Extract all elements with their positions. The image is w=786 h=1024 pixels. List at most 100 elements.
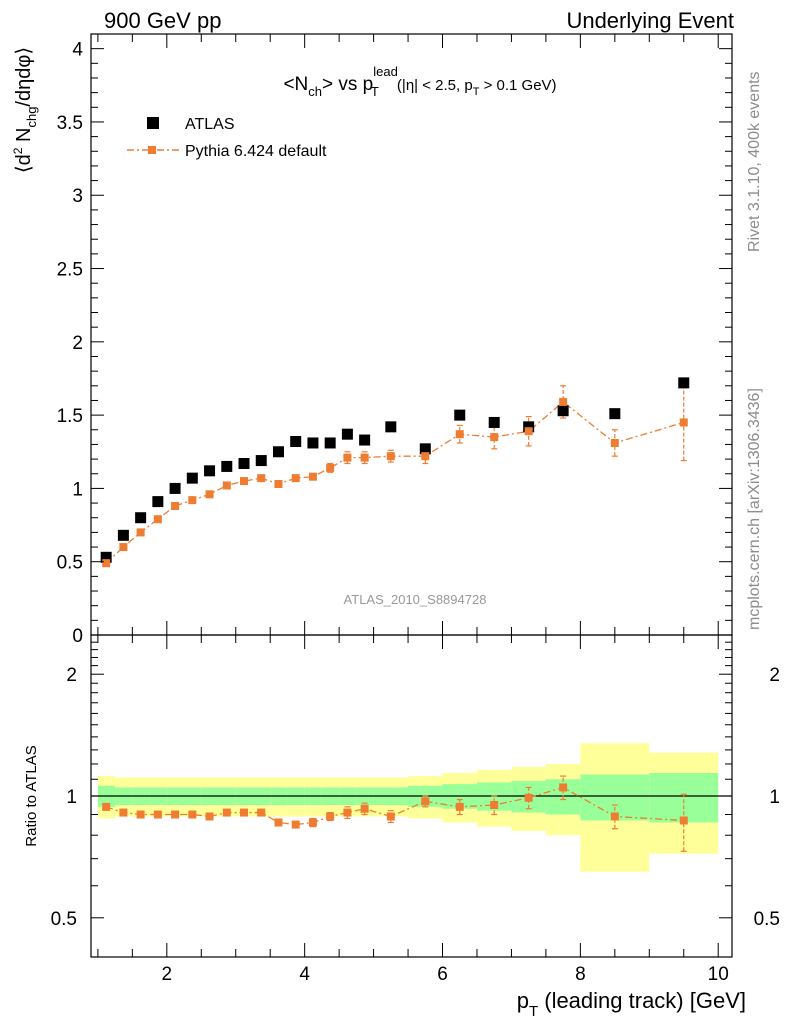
ratio-plot-marks xyxy=(102,775,688,852)
atlas-data-point xyxy=(204,465,216,477)
ratio-data-point xyxy=(343,808,352,817)
main-y-tick-label: 3 xyxy=(72,186,83,207)
main-plot-marks xyxy=(100,377,690,568)
main-y-axis-label-part: N xyxy=(13,128,35,148)
x-tick-label: 2 xyxy=(162,964,173,985)
ratio-data-point xyxy=(326,812,335,821)
legend-atlas-label: ATLAS xyxy=(185,116,235,133)
ratio-data-point xyxy=(455,802,464,811)
ratio-data-point xyxy=(308,818,317,827)
main-y-tick-label: 1 xyxy=(72,479,83,500)
pythia-data-point xyxy=(257,474,266,483)
atlas-data-point xyxy=(221,460,233,472)
plot-title-cut-t-sub: T xyxy=(473,86,480,98)
plot-title-vs: > vs p xyxy=(322,74,373,95)
ratio-data-point xyxy=(274,818,283,827)
main-y-axis-label-part: /dηdφ⟩ xyxy=(13,47,35,107)
atlas-data-point xyxy=(290,436,302,448)
pythia-data-point xyxy=(386,452,395,461)
ratio-data-point xyxy=(490,801,499,810)
pythia-data-point xyxy=(119,543,128,552)
atlas-data-point xyxy=(307,437,319,449)
ratio-data-point xyxy=(153,810,162,819)
atlas-data-point xyxy=(557,405,569,417)
ratio-y-tick-label: 0.5 xyxy=(51,909,77,930)
ratio-data-point xyxy=(610,812,619,821)
atlas-data-point xyxy=(135,512,147,524)
ratio-uncertainty-bands xyxy=(97,743,719,872)
main-y-tick-label: 2 xyxy=(72,333,83,354)
atlas-data-point xyxy=(419,443,431,455)
ratio-y-tick-label-right: 1 xyxy=(769,787,780,808)
legend-pythia-marker xyxy=(148,146,156,154)
pythia-data-point xyxy=(308,472,317,481)
ratio-y-tick-label: 2 xyxy=(66,665,77,686)
ratio-data-point xyxy=(119,808,128,817)
pythia-data-point xyxy=(240,477,249,486)
header-right-label: Underlying Event xyxy=(566,8,734,33)
ratio-data-point xyxy=(524,793,533,802)
main-y-tick-label: 2.5 xyxy=(57,260,83,281)
pythia-data-point xyxy=(559,397,568,406)
pythia-data-point xyxy=(679,418,688,427)
pythia-data-point xyxy=(610,438,619,447)
pythia-data-point xyxy=(455,430,464,439)
x-tick-label: 6 xyxy=(437,964,448,985)
ratio-data-point xyxy=(240,808,249,817)
atlas-data-point xyxy=(359,434,371,446)
plot-title-ch-sub: ch xyxy=(308,84,322,99)
pythia-data-point xyxy=(421,452,430,461)
atlas-data-point xyxy=(385,421,397,433)
header-left-label: 900 GeV pp xyxy=(104,8,222,33)
main-y-tick-label: 4 xyxy=(72,40,83,61)
atlas-data-point xyxy=(523,421,535,433)
x-tick-label: 4 xyxy=(299,964,310,985)
ratio-data-point xyxy=(360,804,369,813)
ratio-data-point xyxy=(559,783,568,792)
plot-title-main: <N xyxy=(283,74,308,95)
atlas-data-point xyxy=(169,482,181,494)
atlas-data-point xyxy=(238,457,250,469)
ratio-data-point xyxy=(257,808,266,817)
main-y-axis-label-sub: chg xyxy=(24,107,39,128)
ratio-data-point xyxy=(171,810,180,819)
main-y-tick-label: 3.5 xyxy=(57,113,83,134)
pythia-data-point xyxy=(102,559,111,568)
pythia-data-point xyxy=(153,515,162,524)
ratio-y-tick-label-right: 2 xyxy=(769,665,780,686)
pythia-data-point xyxy=(188,496,197,505)
pythia-data-point xyxy=(490,433,499,442)
ratio-plot-axes: 0.5 0.5 1 1 2 2 2 4 6 8 10 xyxy=(51,635,780,985)
main-plot-panel: 0 0.5 1 1.5 2 2.5 3 3.5 4 <Nch> vs plead T (|η| <… xyxy=(11,33,733,647)
plot-title-cut-1: (|η| < 2.5, p xyxy=(393,77,473,94)
plot-title-t-sub: T xyxy=(371,84,379,99)
main-y-tick-label: 0.5 xyxy=(57,553,83,574)
ratio-data-point xyxy=(421,797,430,806)
ratio-data-point xyxy=(386,812,395,821)
pythia-data-point xyxy=(171,502,180,511)
atlas-data-point xyxy=(488,416,500,428)
ratio-data-point xyxy=(222,808,231,817)
main-y-axis-label: ⟨d2 Nchg/dηdφ⟩ xyxy=(11,47,39,173)
ratio-data-point xyxy=(205,812,214,821)
pythia-data-point xyxy=(524,427,533,436)
ratio-data-point xyxy=(102,802,111,811)
main-plot-axes: 0 0.5 1 1.5 2 2.5 3 3.5 4 xyxy=(57,34,732,647)
ratio-y-axis-label: Ratio to ATLAS xyxy=(23,745,40,846)
pythia-data-point xyxy=(343,453,352,462)
atlas-data-point xyxy=(272,446,284,458)
atlas-data-point xyxy=(117,529,129,541)
pythia-data-point xyxy=(274,480,283,489)
ratio-data-point xyxy=(679,816,688,825)
plot-title-lead-sup: lead xyxy=(373,64,398,79)
x-axis-label-p: p xyxy=(517,988,529,1013)
x-axis-label: pT (leading track) [GeV] xyxy=(517,988,746,1020)
ratio-data-point xyxy=(291,820,300,829)
atlas-data-point xyxy=(678,377,690,389)
atlas-data-point xyxy=(341,428,353,440)
ratio-data-point xyxy=(188,810,197,819)
x-axis-label-rest: (leading track) [GeV] xyxy=(538,988,746,1013)
legend-atlas-marker xyxy=(147,117,159,129)
atlas-data-point xyxy=(152,496,164,508)
